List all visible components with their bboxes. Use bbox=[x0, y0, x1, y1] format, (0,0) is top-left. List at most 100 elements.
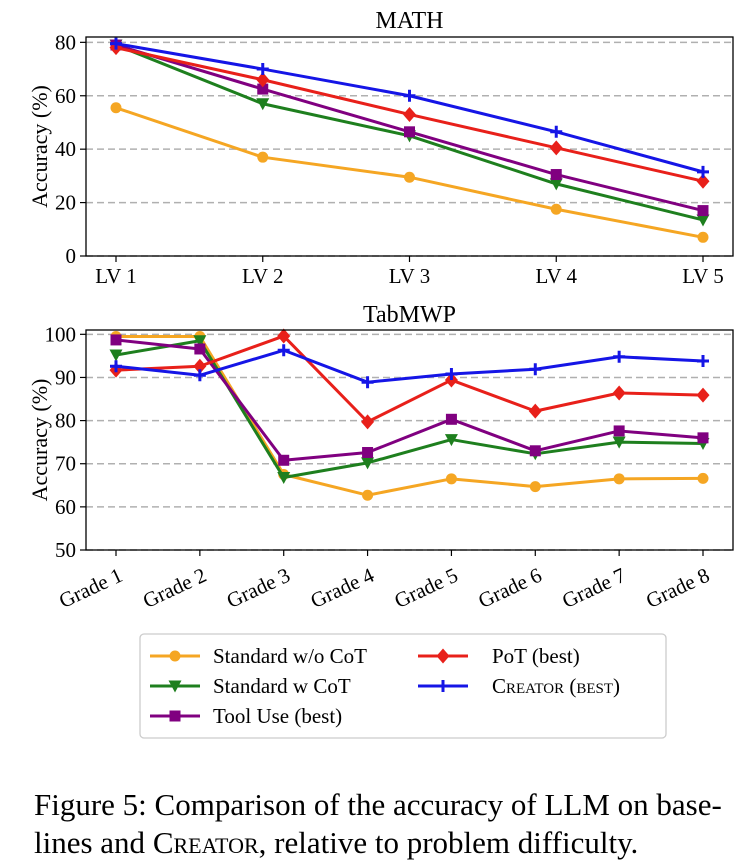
math-ytick-label: 20 bbox=[55, 191, 76, 215]
tabmwp-ytick-label: 70 bbox=[55, 452, 76, 476]
tabmwp-point-cot bbox=[109, 349, 123, 362]
math-point-std bbox=[404, 171, 415, 183]
caption-line-2-end: , relative to problem difficulty. bbox=[258, 825, 639, 860]
math-point-creator bbox=[550, 125, 563, 138]
legend-label-creator: Creator (best) bbox=[492, 674, 620, 698]
math-ytick-label: 80 bbox=[55, 30, 76, 54]
math-ytick-label: 60 bbox=[55, 84, 76, 108]
tabmwp-point-creator bbox=[361, 376, 374, 389]
math-point-creator bbox=[697, 165, 709, 178]
legend-marker-tool bbox=[169, 710, 181, 722]
math-point-creator bbox=[403, 89, 416, 102]
legend-marker-pot bbox=[436, 648, 450, 664]
legend-label-tool: Tool Use (best) bbox=[213, 704, 342, 728]
tabmwp-point-creator bbox=[277, 344, 290, 357]
tabmwp-point-tool bbox=[110, 334, 122, 346]
tabmwp-point-tool bbox=[194, 343, 206, 355]
tabmwp-point-cot bbox=[193, 335, 207, 348]
tabmwp-ylabel: Accuracy (%) bbox=[27, 379, 52, 502]
math-point-cot bbox=[256, 98, 270, 111]
legend-marker-std bbox=[169, 650, 181, 662]
legend-marker-cot bbox=[168, 680, 182, 693]
tabmwp-point-cot bbox=[277, 472, 291, 485]
legend-label-cot: Standard w CoT bbox=[213, 674, 351, 698]
tabmwp-ytick-label: 60 bbox=[55, 495, 76, 519]
math-point-creator bbox=[110, 37, 122, 50]
tabmwp-point-tool bbox=[445, 413, 457, 425]
tabmwp-point-tool bbox=[278, 454, 290, 466]
math-point-pot bbox=[549, 140, 563, 156]
legend-box bbox=[139, 633, 667, 739]
math-point-pot bbox=[256, 72, 270, 88]
math-point-pot bbox=[696, 173, 710, 189]
tabmwp-ytick-label: 100 bbox=[45, 322, 77, 346]
tabmwp-point-tool bbox=[362, 447, 374, 459]
math-point-pot bbox=[403, 106, 416, 122]
tabmwp-point-tool bbox=[529, 445, 541, 457]
tabmwp-point-pot bbox=[444, 372, 458, 388]
math-point-std bbox=[110, 102, 122, 114]
math-point-cot bbox=[696, 214, 710, 227]
tabmwp-series-line-creator bbox=[115, 348, 704, 384]
legend-label-pot: PoT (best) bbox=[492, 644, 580, 668]
math-point-std bbox=[697, 231, 709, 243]
tabmwp-series-line-tool bbox=[115, 338, 704, 462]
tabmwp-point-creator bbox=[529, 363, 542, 376]
tabmwp-xtick-label: Grade 6 bbox=[474, 563, 545, 613]
tabmwp-point-std bbox=[613, 473, 625, 485]
tabmwp-xtick-label: Grade 3 bbox=[223, 563, 294, 613]
math-point-tool bbox=[550, 169, 562, 181]
math-xtick-label: LV 3 bbox=[389, 264, 430, 288]
math-point-cot bbox=[549, 178, 563, 191]
math-ylabel: Accuracy (%) bbox=[27, 85, 52, 208]
tabmwp-point-creator bbox=[110, 360, 122, 373]
tabmwp-point-creator bbox=[697, 355, 709, 368]
tabmwp-point-std bbox=[697, 472, 709, 484]
tabmwp-point-tool bbox=[613, 425, 625, 437]
tabmwp-title: TabMWP bbox=[363, 302, 456, 328]
tabmwp-series-line-cot bbox=[115, 339, 704, 480]
tabmwp-point-std bbox=[362, 489, 374, 501]
figure-caption: Figure 5: Comparison of the accuracy of … bbox=[34, 786, 734, 862]
tabmwp-point-std bbox=[529, 481, 541, 493]
tabmwp-point-cot bbox=[444, 434, 458, 447]
math-point-std bbox=[550, 203, 562, 215]
tabmwp-xtick-label: Grade 4 bbox=[307, 563, 378, 613]
legend-marker-creator bbox=[437, 680, 449, 692]
tabmwp-point-tool bbox=[697, 432, 709, 444]
tabmwp-series-line-std bbox=[116, 334, 704, 497]
math-point-std bbox=[257, 151, 269, 163]
math-point-tool bbox=[697, 205, 709, 217]
tabmwp-xtick-label: Grade 2 bbox=[139, 563, 210, 613]
math-xtick-label: LV 5 bbox=[682, 264, 723, 288]
math-chart: MATH 0 20 40 60 80 Accuracy (%) LV 1 LV 2 LV 3 LV … bbox=[27, 8, 734, 288]
tabmwp-point-pot bbox=[193, 358, 207, 374]
tabmwp-ytick-label: 80 bbox=[55, 409, 76, 433]
tabmwp-point-creator bbox=[193, 369, 206, 382]
tabmwp-plot-frame bbox=[85, 329, 734, 551]
tabmwp-point-cot bbox=[612, 436, 626, 449]
tabmwp-point-pot bbox=[612, 385, 626, 401]
tabmwp-ytick-label: 50 bbox=[55, 538, 76, 562]
tabmwp-point-cot bbox=[361, 457, 375, 470]
caption-line-1: Figure 5: Comparison of the accuracy of … bbox=[34, 787, 722, 822]
tabmwp-xtick-label: Grade 1 bbox=[55, 563, 126, 613]
tabmwp-ytick-label: 90 bbox=[55, 365, 76, 389]
math-xtick-label: LV 2 bbox=[242, 264, 283, 288]
math-ytick-label: 40 bbox=[55, 137, 76, 161]
math-point-tool bbox=[404, 126, 415, 138]
tabmwp-point-pot bbox=[277, 328, 291, 344]
tabmwp-point-creator bbox=[613, 350, 626, 363]
tabmwp-point-pot bbox=[696, 387, 710, 403]
tabmwp-xtick-label: Grade 8 bbox=[642, 563, 713, 613]
tabmwp-point-pot bbox=[361, 414, 375, 430]
math-plot-frame bbox=[85, 36, 734, 257]
math-title: MATH bbox=[375, 8, 443, 34]
tabmwp-xtick-label: Grade 7 bbox=[558, 563, 629, 613]
legend: Standard w/o CoT Standard w CoT Tool Use (… bbox=[139, 633, 667, 739]
tabmwp-point-pot bbox=[528, 403, 542, 419]
math-xtick-label: LV 1 bbox=[95, 264, 136, 288]
math-point-creator bbox=[256, 63, 269, 76]
caption-method-name: Creator bbox=[152, 825, 259, 860]
